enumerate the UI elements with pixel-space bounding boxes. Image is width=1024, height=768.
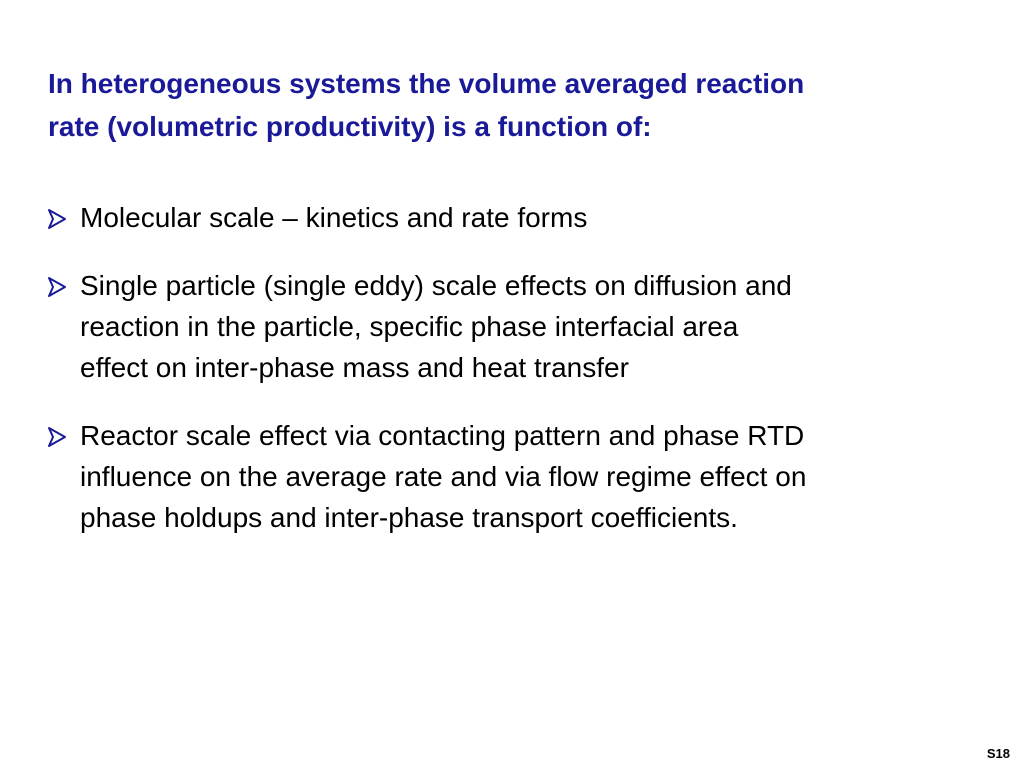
bullet-arrow: [48, 209, 66, 229]
bullet-line: Single particle (single eddy) scale effe…: [80, 270, 792, 301]
page-number: S18: [986, 746, 1010, 761]
bullet-line: influence on the average rate and via fl…: [80, 461, 807, 492]
bullet-arrow: [48, 427, 66, 447]
bullet-line: reaction in the particle, specific phase…: [80, 311, 739, 342]
title-line: rate (volumetric productivity) is a func…: [48, 111, 652, 142]
bullet-line: effect on inter-phase mass and heat tran…: [80, 352, 629, 383]
bullet-line: Molecular scale – kinetics and rate form…: [80, 202, 588, 233]
bullet-arrow: [48, 277, 66, 297]
bullet-line: phase holdups and inter-phase transport …: [80, 502, 738, 533]
title-line: In heterogeneous systems the volume aver…: [48, 68, 805, 99]
bullet-line: Reactor scale effect via contacting patt…: [80, 420, 805, 451]
